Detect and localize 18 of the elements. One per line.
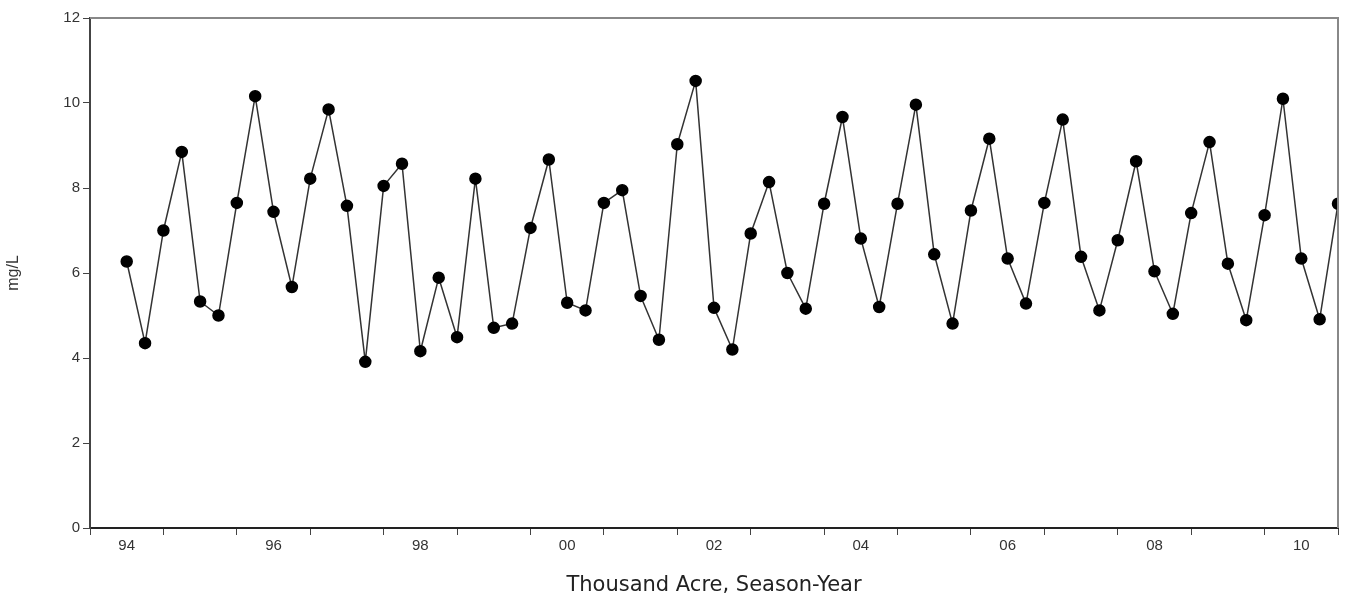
x-tick-label: 10 xyxy=(1292,536,1310,554)
x-tick-label: 94 xyxy=(118,536,136,554)
y-axis-title: mg/L xyxy=(4,255,22,291)
x-tick-label: 08 xyxy=(1146,536,1163,554)
y-tick-label: 0 xyxy=(71,518,80,536)
y-tick-label: 4 xyxy=(71,348,80,366)
x-axis-title: Thousand Acre, Season-Year xyxy=(565,571,862,596)
x-tick-label: 00 xyxy=(558,536,576,554)
y-tick-label: 6 xyxy=(71,263,80,281)
y-tick-label: 12 xyxy=(63,8,80,26)
y-tick-label: 10 xyxy=(63,93,80,111)
y-tick-label: 8 xyxy=(71,178,80,196)
x-tick-label: 04 xyxy=(852,536,870,554)
x-tick-label: 98 xyxy=(412,536,429,554)
x-tick-label: 96 xyxy=(265,536,282,554)
x-tick-label: 02 xyxy=(705,536,723,554)
x-tick-label: 06 xyxy=(999,536,1016,554)
y-tick-label: 2 xyxy=(71,433,80,451)
